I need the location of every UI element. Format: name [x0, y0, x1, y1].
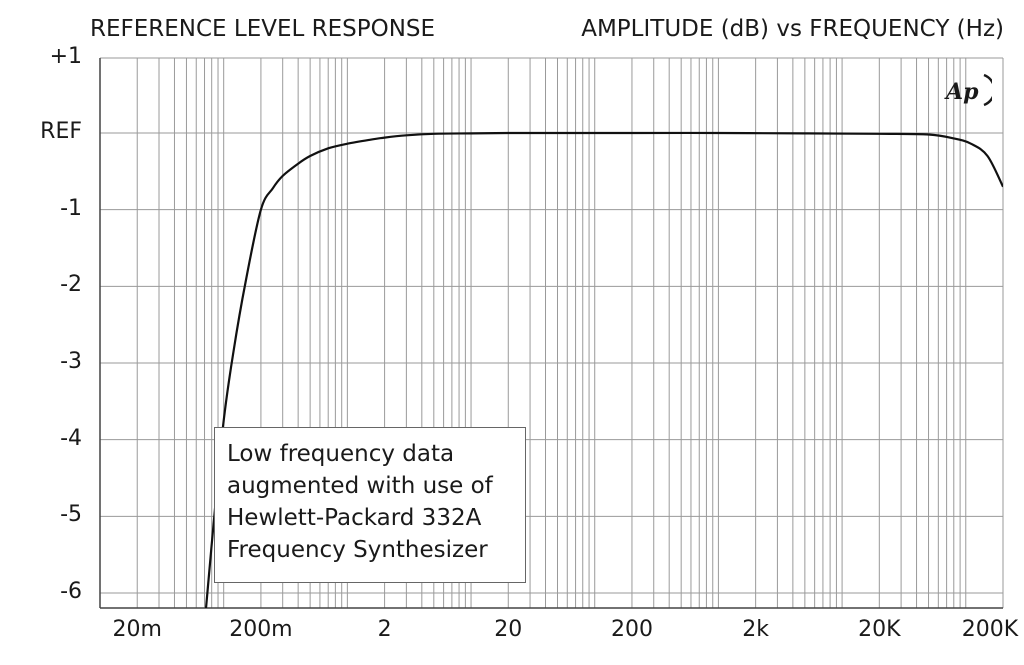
response-curve-layer — [204, 131, 1003, 608]
x-tick-label: 200 — [610, 617, 653, 642]
annotation-line: Hewlett-Packard 332A — [227, 505, 482, 531]
y-tick-label: -6 — [60, 579, 82, 604]
y-tick-label: -4 — [60, 425, 82, 451]
annotation-box: Low frequency data augmented with use of… — [214, 427, 526, 583]
y-tick-label: REF — [40, 119, 82, 144]
chart-subtitle: AMPLITUDE (dB) vs FREQUENCY (Hz) — [581, 16, 1004, 42]
x-tick-label: 200K — [961, 617, 1019, 642]
y-tick-label: +1 — [49, 44, 82, 69]
annotation-line: Low frequency data — [227, 441, 455, 467]
plot-frame — [99, 58, 1003, 609]
response-curve — [204, 131, 1003, 608]
x-tick-label: 20K — [858, 617, 901, 642]
x-tick-label: 20 — [494, 617, 523, 642]
x-tick-label: 20m — [112, 617, 162, 642]
logo-wordmark: Ap — [944, 79, 979, 105]
annotation-line: Frequency Synthesizer — [227, 537, 488, 563]
x-tick-label: 2 — [377, 617, 392, 642]
ap-logo-icon: Ap — [944, 73, 992, 107]
annotation-line: augmented with use of — [227, 473, 493, 499]
y-tick-label: -2 — [60, 272, 82, 298]
x-tick-label: 2k — [742, 617, 769, 642]
y-tick-label: -5 — [60, 502, 82, 528]
y-tick-label: -3 — [60, 349, 82, 374]
chart-title: REFERENCE LEVEL RESPONSE — [90, 16, 436, 42]
x-tick-label: 200m — [229, 617, 293, 642]
y-tick-label: -1 — [60, 195, 82, 221]
